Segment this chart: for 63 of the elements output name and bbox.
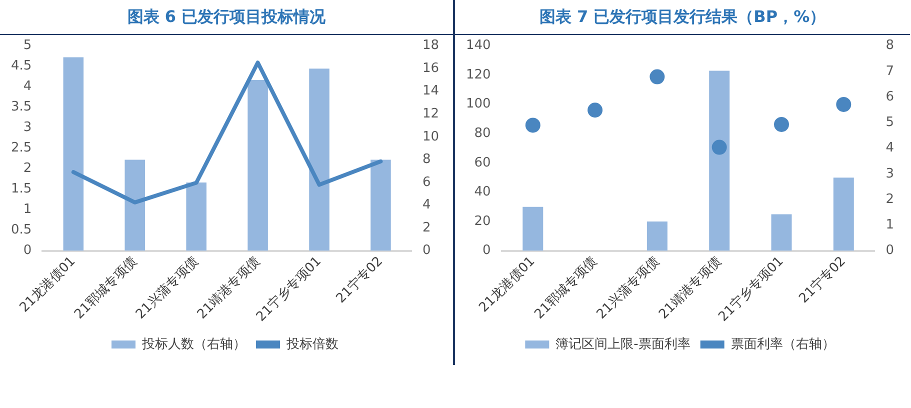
legend-label: 投标人数（右轴） xyxy=(141,336,246,352)
y2-tick-label: 5 xyxy=(886,115,894,130)
y2-tick-label: 14 xyxy=(422,84,440,99)
y2-tick-label: 1 xyxy=(886,218,894,233)
y-tick-label: 140 xyxy=(466,38,491,54)
y2-tick-label: 2 xyxy=(422,220,431,236)
y2-tick-label: 8 xyxy=(422,152,431,168)
point xyxy=(712,140,727,155)
bar xyxy=(646,222,668,251)
y-tick-label: 0 xyxy=(482,243,491,258)
y2-tick-label: 4 xyxy=(886,140,894,156)
bar xyxy=(771,214,792,251)
y2-tick-label: 2 xyxy=(886,192,894,207)
y2-tick-label: 0 xyxy=(886,243,894,258)
y2-tick-label: 8 xyxy=(886,38,894,54)
bar xyxy=(370,160,391,251)
bar xyxy=(124,160,146,251)
y-tick-label: 40 xyxy=(474,184,491,200)
bar xyxy=(833,178,854,251)
y2-tick-label: 16 xyxy=(422,60,440,76)
y-tick-label: 120 xyxy=(466,67,491,82)
legend-label: 投标倍数 xyxy=(286,336,338,352)
y2-tick-label: 7 xyxy=(886,64,894,79)
y-tick-label: 1.5 xyxy=(10,182,32,197)
y-tick-label: 4 xyxy=(23,79,32,94)
point xyxy=(650,69,665,84)
y-tick-label: 1 xyxy=(23,202,32,218)
y2-tick-label: 12 xyxy=(422,106,440,122)
y-tick-label: 0.5 xyxy=(10,222,32,238)
bar xyxy=(248,80,268,251)
y2-tick-label: 0 xyxy=(422,243,431,258)
bar xyxy=(63,57,84,251)
y-tick-label: 2.5 xyxy=(10,140,32,156)
y-tick-label: 80 xyxy=(474,126,491,142)
y-tick-label: 3 xyxy=(23,120,32,136)
y-tick-label: 4.5 xyxy=(10,58,32,74)
chart-title: 图表 6 已发行项目投标情况 xyxy=(0,0,453,35)
x-tick-label: 21宁专02 xyxy=(796,253,849,306)
x-tick-label: 21宁专02 xyxy=(332,253,386,306)
y-tick-label: 20 xyxy=(474,214,491,229)
y-tick-label: 100 xyxy=(466,96,491,112)
legend-label: 票面利率（右轴） xyxy=(730,336,835,352)
bar xyxy=(709,70,730,251)
bar xyxy=(522,206,544,251)
legend-label: 簿记区间上限-票面利率 xyxy=(556,336,690,352)
bar xyxy=(186,182,206,251)
y-tick-label: 2 xyxy=(23,161,32,176)
point xyxy=(774,116,789,132)
y-tick-label: 0 xyxy=(23,243,32,258)
y2-tick-label: 3 xyxy=(886,166,894,182)
point xyxy=(588,102,603,118)
bar xyxy=(309,68,330,251)
y2-tick-label: 4 xyxy=(422,198,431,213)
y2-tick-label: 6 xyxy=(422,174,431,190)
chart-title: 图表 7 已发行项目发行结果（BP，%） xyxy=(455,0,910,35)
y2-tick-label: 18 xyxy=(422,38,440,54)
y2-tick-label: 10 xyxy=(422,129,440,144)
y2-tick-label: 6 xyxy=(886,89,894,104)
point xyxy=(836,96,852,112)
y-tick-label: 60 xyxy=(474,155,491,170)
y-tick-label: 5 xyxy=(23,38,32,54)
y-tick-label: 3.5 xyxy=(10,100,32,115)
point xyxy=(525,118,540,133)
